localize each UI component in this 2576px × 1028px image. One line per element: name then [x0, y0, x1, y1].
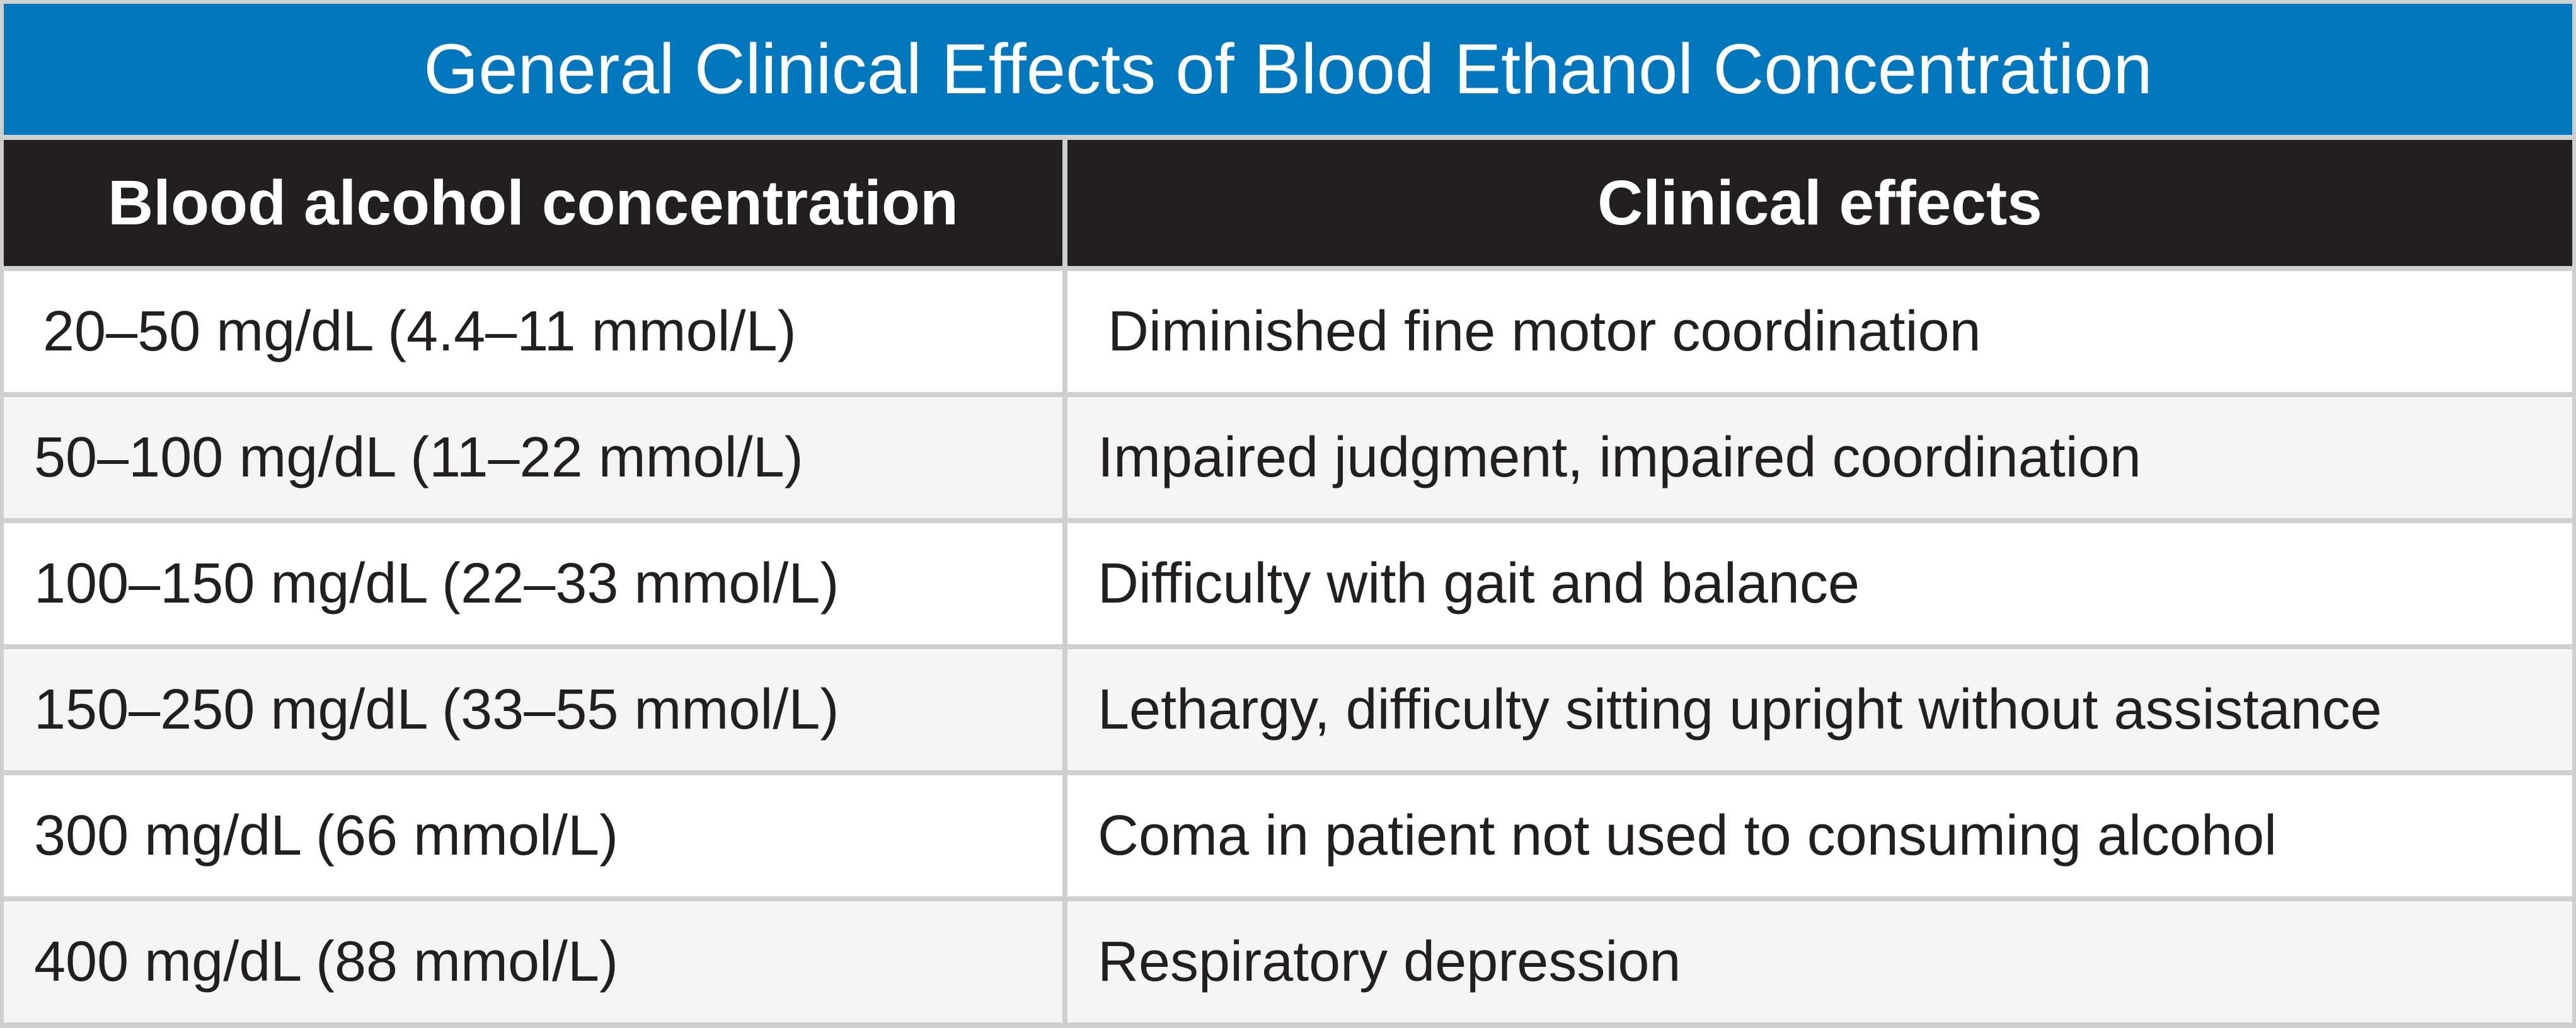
effect-cell: Coma in patient not used to consuming al…: [1067, 775, 2572, 896]
header-blood-alcohol-concentration: Blood alcohol concentration: [4, 140, 1062, 266]
table-row: 50–100 mg/dL (11–22 mmol/L) Impaired jud…: [4, 397, 2572, 518]
concentration-cell: 400 mg/dL (88 mmol/L): [4, 901, 1062, 1022]
effect-cell: Lethargy, difficulty sitting upright wit…: [1067, 649, 2572, 770]
effect-cell: Diminished fine motor coordination: [1067, 271, 2572, 392]
table-row: 20–50 mg/dL (4.4–11 mmol/L) Diminished f…: [4, 271, 2572, 392]
concentration-cell: 50–100 mg/dL (11–22 mmol/L): [4, 397, 1062, 518]
table-body: 20–50 mg/dL (4.4–11 mmol/L) Diminished f…: [4, 271, 2572, 1027]
header-clinical-effects: Clinical effects: [1067, 140, 2572, 266]
table-row: 100–150 mg/dL (22–33 mmol/L) Difficulty …: [4, 523, 2572, 644]
effect-cell: Difficulty with gait and balance: [1067, 523, 2572, 644]
concentration-cell: 20–50 mg/dL (4.4–11 mmol/L): [4, 271, 1062, 392]
concentration-cell: 150–250 mg/dL (33–55 mmol/L): [4, 649, 1062, 770]
table-row: 150–250 mg/dL (33–55 mmol/L) Lethargy, d…: [4, 649, 2572, 770]
concentration-cell: 300 mg/dL (66 mmol/L): [4, 775, 1062, 896]
table-title: General Clinical Effects of Blood Ethano…: [4, 4, 2572, 135]
table-row: 400 mg/dL (88 mmol/L) Respiratory depres…: [4, 901, 2572, 1022]
effect-cell: Respiratory depression: [1067, 901, 2572, 1022]
concentration-cell: 100–150 mg/dL (22–33 mmol/L): [4, 523, 1062, 644]
table-row: 300 mg/dL (66 mmol/L) Coma in patient no…: [4, 775, 2572, 896]
table-header-row: Blood alcohol concentration Clinical eff…: [4, 140, 2572, 266]
effect-cell: Impaired judgment, impaired coordination: [1067, 397, 2572, 518]
